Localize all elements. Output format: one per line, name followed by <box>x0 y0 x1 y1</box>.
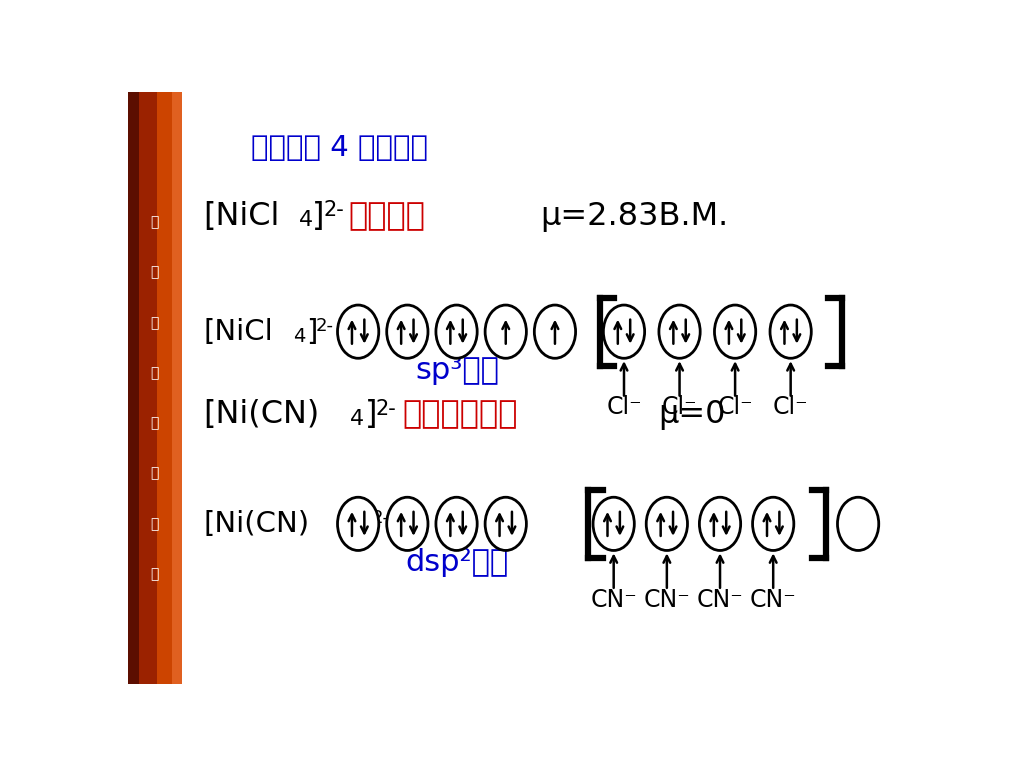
Text: ]: ] <box>361 510 373 538</box>
Ellipse shape <box>338 305 379 358</box>
Text: Cl⁻: Cl⁻ <box>662 396 697 419</box>
Ellipse shape <box>485 305 526 358</box>
Text: 平面正方形，: 平面正方形， <box>402 399 518 430</box>
Text: 子: 子 <box>150 467 159 481</box>
Text: [NiCl: [NiCl <box>204 201 280 232</box>
Ellipse shape <box>646 497 687 551</box>
Ellipse shape <box>770 305 811 358</box>
Text: CN⁻: CN⁻ <box>696 588 743 611</box>
Text: [NiCl: [NiCl <box>204 318 273 346</box>
Text: 4: 4 <box>348 519 361 538</box>
Ellipse shape <box>387 305 428 358</box>
Ellipse shape <box>338 497 379 551</box>
Text: sp³杂化: sp³杂化 <box>416 356 500 385</box>
Text: Cl⁻: Cl⁻ <box>717 396 753 419</box>
Text: CN⁻: CN⁻ <box>643 588 690 611</box>
Ellipse shape <box>436 497 477 551</box>
Text: Cl⁻: Cl⁻ <box>606 396 642 419</box>
Ellipse shape <box>593 497 634 551</box>
Text: 4: 4 <box>350 409 365 429</box>
Ellipse shape <box>387 497 428 551</box>
Text: Cl⁻: Cl⁻ <box>773 396 809 419</box>
Text: 2-: 2- <box>324 200 344 220</box>
Text: CN⁻: CN⁻ <box>750 588 797 611</box>
Ellipse shape <box>838 497 879 551</box>
Text: dsp²杂化: dsp²杂化 <box>406 548 509 577</box>
Bar <box>157 92 172 684</box>
Bar <box>172 92 182 684</box>
Ellipse shape <box>715 305 756 358</box>
Ellipse shape <box>436 305 477 358</box>
Text: 配位数为 4 的配合物: 配位数为 4 的配合物 <box>251 134 428 162</box>
Bar <box>128 92 139 684</box>
Text: 机: 机 <box>150 266 159 280</box>
Text: 2-: 2- <box>372 509 390 527</box>
Ellipse shape <box>603 305 645 358</box>
Ellipse shape <box>485 497 526 551</box>
Text: μ=0: μ=0 <box>658 399 726 430</box>
Text: CN⁻: CN⁻ <box>590 588 637 611</box>
Text: 案: 案 <box>150 567 159 581</box>
Bar <box>139 92 157 684</box>
Text: 教: 教 <box>150 517 159 531</box>
Text: 无: 无 <box>150 215 159 230</box>
Ellipse shape <box>699 497 740 551</box>
Text: [Ni(CN): [Ni(CN) <box>204 510 309 538</box>
Text: μ=2.83B.M.: μ=2.83B.M. <box>541 201 729 232</box>
Text: 化: 化 <box>150 316 159 329</box>
Text: ]: ] <box>312 201 325 232</box>
Text: ]: ] <box>365 399 377 430</box>
Text: 2-: 2- <box>316 316 334 335</box>
Text: 四面体，: 四面体， <box>348 201 426 232</box>
Text: ]: ] <box>306 318 317 346</box>
Ellipse shape <box>658 305 700 358</box>
Text: [Ni(CN): [Ni(CN) <box>204 399 319 430</box>
Text: 4: 4 <box>293 327 305 346</box>
Text: 2-: 2- <box>376 399 396 419</box>
Text: 4: 4 <box>299 210 312 230</box>
Ellipse shape <box>535 305 575 358</box>
Text: 电: 电 <box>150 416 159 430</box>
Ellipse shape <box>753 497 794 551</box>
Text: 学: 学 <box>150 366 159 380</box>
